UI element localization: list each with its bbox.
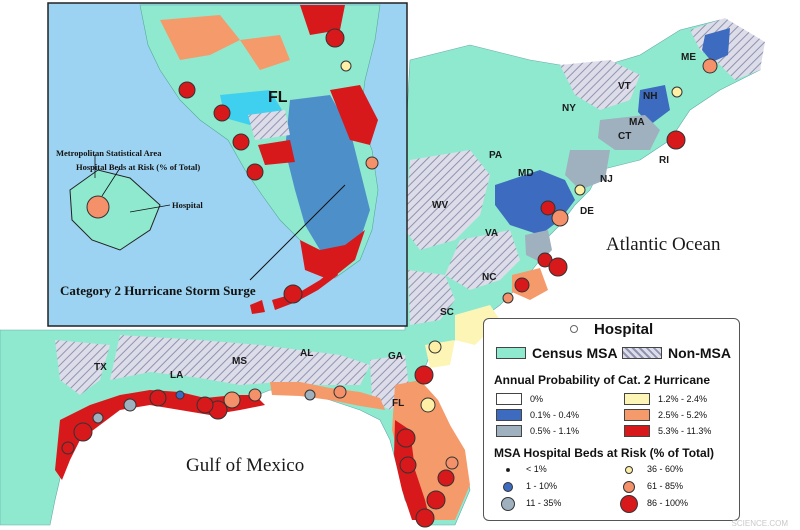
state-label-me: ME bbox=[681, 52, 696, 63]
state-label-al: AL bbox=[300, 348, 314, 359]
non-msa-virginia bbox=[445, 230, 520, 290]
beds-marker bbox=[625, 466, 633, 474]
beds-marker bbox=[620, 495, 638, 513]
beds-label: 61 - 85% bbox=[647, 481, 684, 491]
prob-label: 2.5% - 5.2% bbox=[658, 410, 708, 420]
prob-swatch bbox=[496, 393, 522, 405]
legend-beds-title: MSA Hospital Beds at Risk (% of Total) bbox=[494, 446, 715, 460]
leader-hospital bbox=[129, 204, 171, 213]
inset-keys-2 bbox=[250, 300, 265, 314]
state-label-ga: GA bbox=[388, 351, 403, 362]
prob-blue-new-england bbox=[638, 85, 670, 125]
legend-non-msa: Non-MSA bbox=[668, 345, 731, 361]
map-legend: Hospital Census MSA Non-MSA Annual Proba… bbox=[483, 318, 740, 521]
ocean-label-atlantic: Atlantic Ocean bbox=[606, 234, 721, 255]
inset-title: Category 2 Hurricane Storm Surge bbox=[60, 283, 256, 298]
state-label-vt: VT bbox=[618, 81, 631, 92]
state-label-nh: NH bbox=[643, 91, 658, 102]
prob-label: 5.3% - 11.3% bbox=[658, 426, 712, 436]
leader-storm-surge bbox=[249, 184, 346, 281]
credit-watermark: SCIENCE.COM bbox=[731, 519, 788, 528]
prob-label: 0.1% - 0.4% bbox=[530, 410, 580, 420]
schematic-hospital-circle bbox=[86, 195, 110, 219]
non-msa-texas bbox=[55, 340, 110, 395]
swatch-census-msa bbox=[496, 347, 526, 359]
prob-grey-ny bbox=[565, 150, 610, 190]
beds-label: 11 - 35% bbox=[526, 498, 562, 508]
inset-label-beds: Hospital Beds at Risk (% of Total) bbox=[76, 162, 201, 172]
state-label-ct: CT bbox=[618, 131, 632, 142]
state-label-ri: RI bbox=[659, 155, 669, 166]
prob-swatch bbox=[624, 393, 650, 405]
state-label-pa: PA bbox=[489, 150, 503, 161]
prob-label: 0.5% - 1.1% bbox=[530, 426, 580, 436]
state-label-tx: TX bbox=[94, 362, 107, 373]
state-label-fl: FL bbox=[392, 398, 405, 409]
state-label-nj: NJ bbox=[600, 174, 613, 185]
state-label-wv: WV bbox=[432, 200, 449, 211]
state-label-ma: MA bbox=[629, 117, 645, 128]
inset-red-band bbox=[330, 85, 378, 145]
prob-swatch bbox=[496, 425, 522, 437]
inset-hospital-markers bbox=[178, 28, 379, 304]
inset-label-hospital: Hospital bbox=[172, 200, 203, 210]
prob-swatch bbox=[624, 425, 650, 437]
beds-marker bbox=[623, 481, 635, 493]
inset-orange-west bbox=[160, 15, 240, 60]
inset-hatch-area bbox=[248, 110, 290, 140]
non-msa-northeast bbox=[560, 60, 640, 110]
state-label-de: DE bbox=[580, 206, 594, 217]
beds-label: 86 - 100% bbox=[647, 498, 689, 508]
beds-marker bbox=[501, 497, 515, 511]
florida-east-coast bbox=[438, 400, 462, 460]
schematic-msa-outline bbox=[69, 169, 161, 251]
legend-hospital: Hospital bbox=[594, 321, 654, 338]
legend-prob-title: Annual Probability of Cat. 2 Hurricane bbox=[494, 373, 711, 387]
main-hospital-markers bbox=[61, 58, 718, 528]
prob-label: 1.2% - 2.4% bbox=[658, 394, 708, 404]
inset-red-tampa bbox=[258, 140, 295, 165]
inset-label-msa: Metropolitan Statistical Area bbox=[56, 148, 162, 158]
beds-label: < 1% bbox=[526, 464, 547, 474]
inset-red-top bbox=[300, 5, 345, 35]
prob-swatch bbox=[496, 409, 522, 421]
non-msa-carolinas bbox=[408, 270, 455, 325]
state-label-sc: SC bbox=[440, 307, 454, 318]
state-label-va: VA bbox=[485, 228, 499, 239]
beds-marker bbox=[506, 468, 510, 472]
leader-beds bbox=[101, 167, 121, 197]
legend-census-msa: Census MSA bbox=[532, 345, 618, 361]
inset-state-label-fl: FL bbox=[268, 89, 288, 106]
prob-grey-new-england bbox=[598, 115, 660, 150]
beds-marker bbox=[503, 482, 513, 492]
prob-label: 0% bbox=[530, 394, 544, 404]
hospital-legend-icon bbox=[570, 325, 578, 333]
state-label-nc: NC bbox=[482, 272, 497, 283]
inset-red-south bbox=[300, 230, 365, 280]
state-label-md: MD bbox=[518, 168, 534, 179]
prob-blue-maine bbox=[702, 28, 730, 62]
beds-label: 1 - 10% bbox=[526, 481, 558, 491]
gulf-coast-orange bbox=[270, 382, 385, 410]
prob-swatch bbox=[624, 409, 650, 421]
state-label-ny: NY bbox=[562, 103, 576, 114]
non-msa-west-virginia bbox=[405, 150, 490, 250]
beds-label: 36 - 60% bbox=[647, 464, 684, 474]
ocean-label-gulf: Gulf of Mexico bbox=[186, 455, 305, 476]
state-label-ms: MS bbox=[232, 356, 247, 367]
non-msa-gulf-states bbox=[110, 335, 370, 385]
state-label-la: LA bbox=[170, 370, 184, 381]
prob-yellow-sc bbox=[455, 305, 500, 345]
inset-orange-nw bbox=[240, 35, 290, 70]
swatch-non-msa bbox=[622, 347, 662, 359]
